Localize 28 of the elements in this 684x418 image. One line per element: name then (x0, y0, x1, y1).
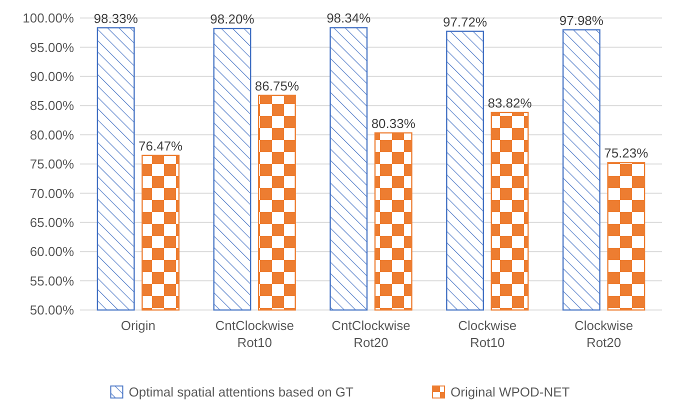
y-tick-label: 50.00% (30, 302, 74, 318)
legend-label: Optimal spatial attentions based on GT (128, 384, 354, 400)
data-label: 76.47% (138, 138, 184, 154)
y-tick-label: 70.00% (30, 186, 74, 201)
data-label: 98.20% (210, 12, 255, 27)
y-tick-label: 80.00% (30, 127, 74, 142)
x-tick-label: Clockwise Rot10 (458, 318, 517, 350)
legend-label: Original WPOD-NET (450, 384, 570, 400)
data-label: 97.72% (442, 14, 488, 30)
y-tick-label: 95.00% (30, 40, 74, 55)
data-label: 98.33% (94, 10, 138, 26)
y-tick-label: 55.00% (30, 273, 74, 288)
data-label: 75.23% (604, 146, 649, 161)
y-tick-label: 100.00% (22, 10, 74, 26)
y-tick-label: 65.00% (30, 214, 74, 230)
y-tick-label: 75.00% (30, 156, 74, 172)
data-label: 83.82% (488, 95, 532, 110)
data-label: 86.75% (254, 78, 300, 94)
y-tick-label: 60.00% (30, 244, 74, 260)
y-tick-label: 90.00% (30, 68, 74, 84)
data-label: 80.33% (371, 116, 416, 131)
data-label: 98.34% (326, 10, 372, 26)
x-tick-label: CntClockwise Rot20 (332, 318, 410, 350)
data-label: 97.98% (559, 12, 604, 28)
y-tick-label: 85.00% (30, 98, 74, 114)
x-tick-label: Clockwise Rot20 (574, 318, 634, 350)
x-tick-label: Origin (120, 318, 156, 333)
x-tick-label: CntClockwise Rot10 (215, 318, 294, 350)
